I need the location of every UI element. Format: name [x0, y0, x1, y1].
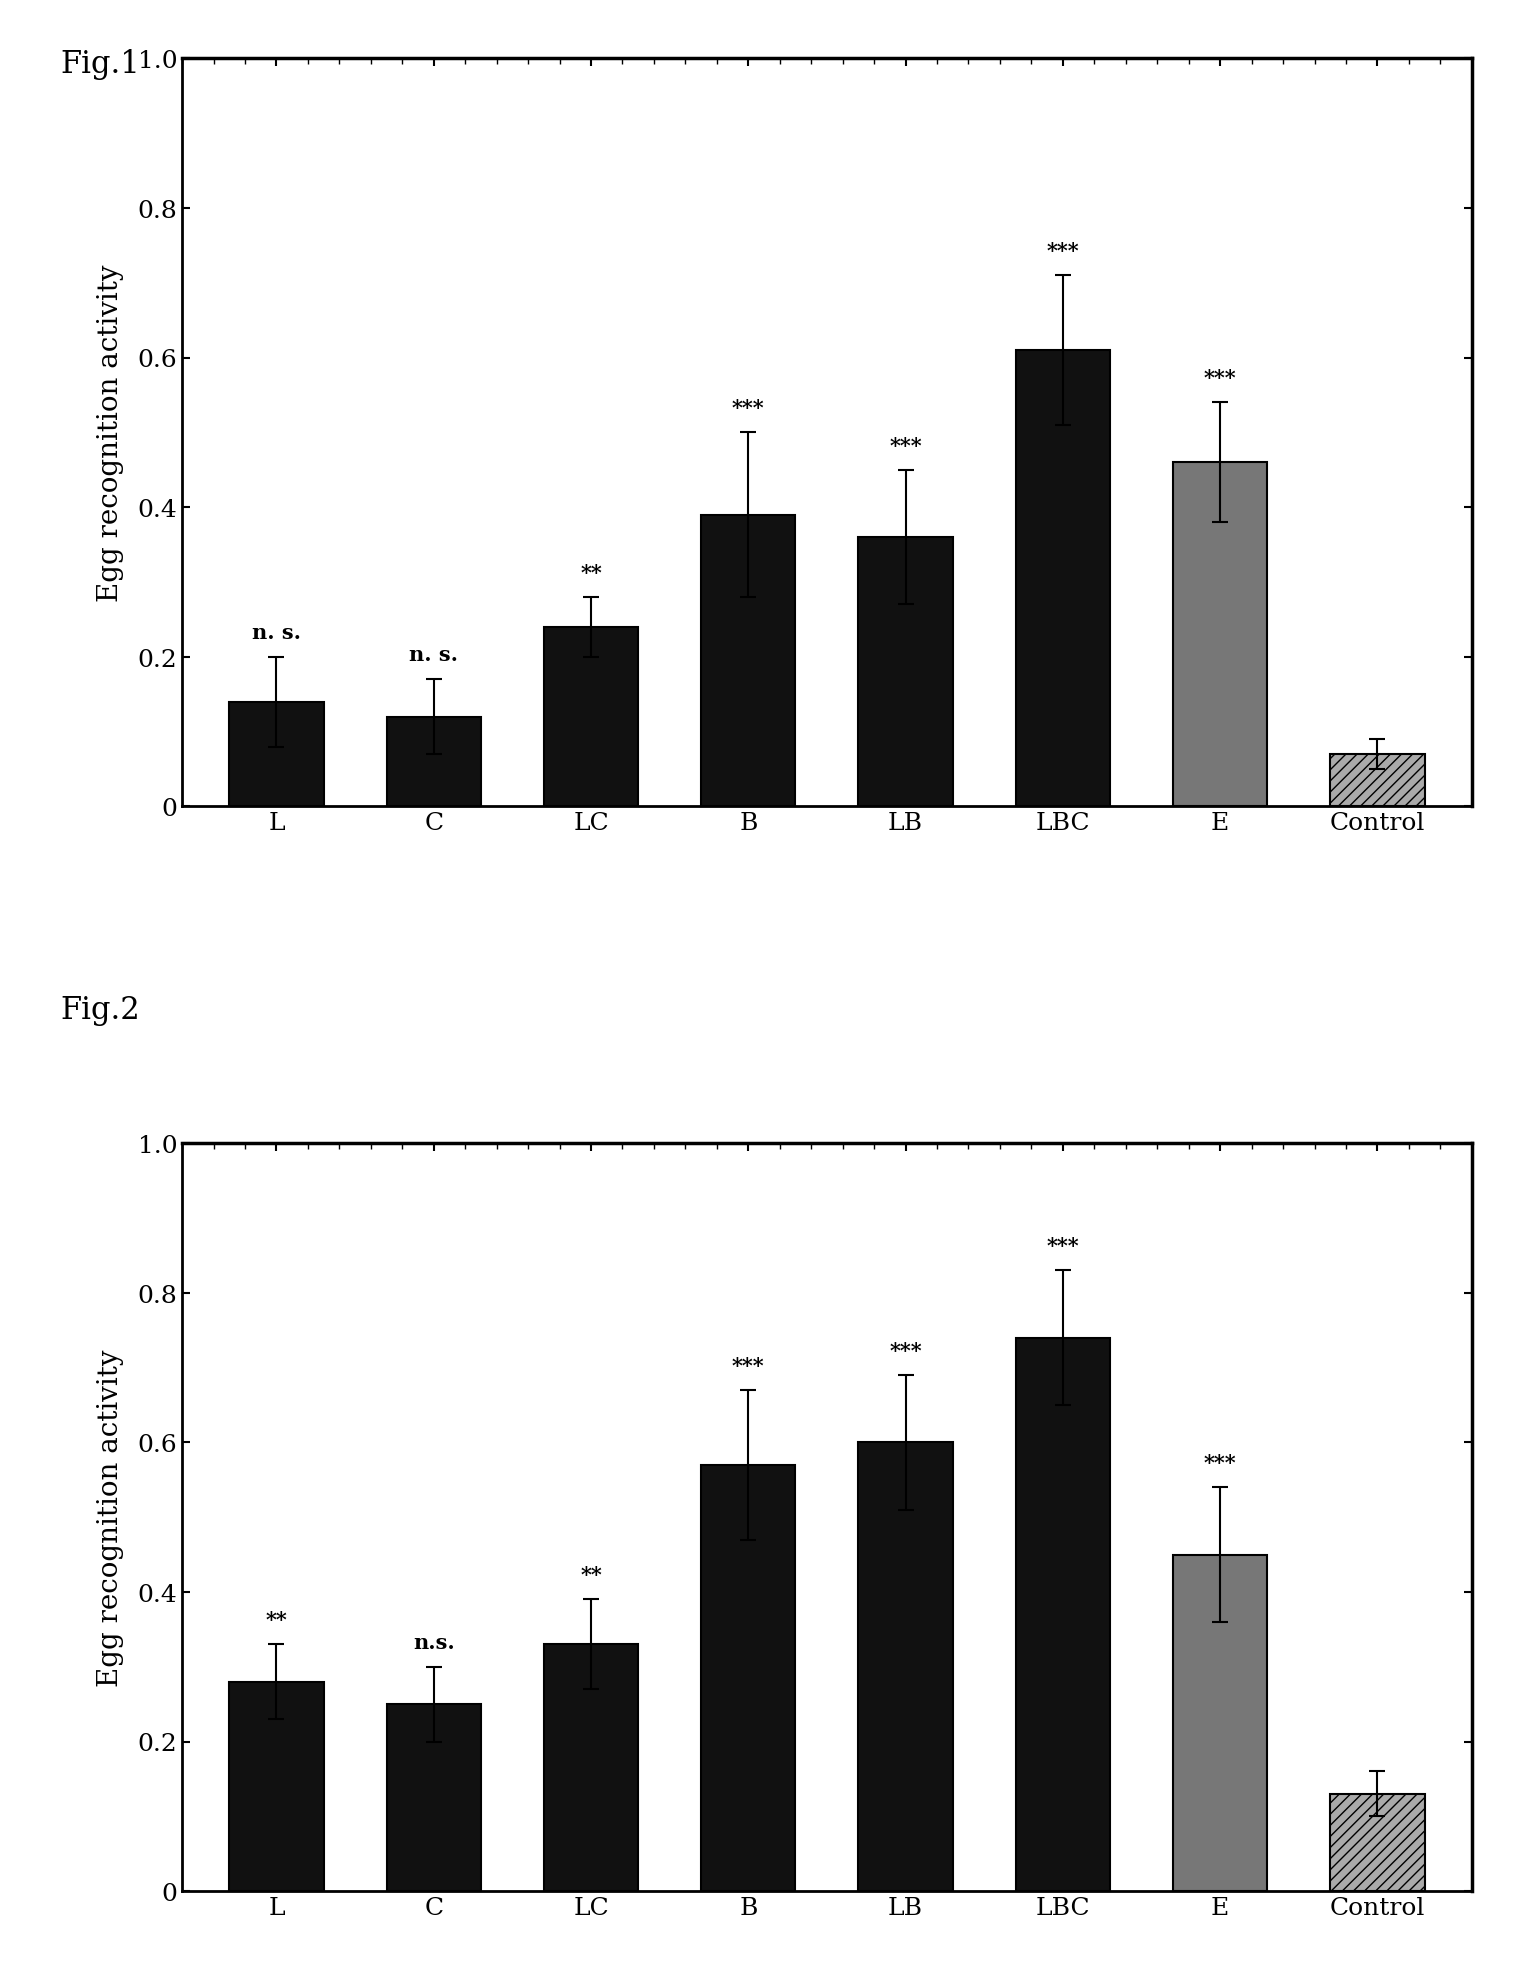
Text: Fig.2: Fig.2	[61, 995, 141, 1026]
Bar	[1173, 1554, 1267, 1891]
Bar	[859, 1442, 953, 1891]
Text: **: **	[579, 563, 602, 583]
Y-axis label: Egg recognition activity: Egg recognition activity	[97, 264, 123, 601]
Text: ***: ***	[1047, 1235, 1079, 1255]
Text: **: **	[579, 1564, 602, 1584]
Text: ***: ***	[731, 398, 765, 418]
Bar	[1015, 351, 1110, 808]
Bar	[1015, 1338, 1110, 1891]
Text: ***: ***	[889, 1340, 922, 1359]
Bar	[229, 701, 323, 808]
Y-axis label: Egg recognition activity: Egg recognition activity	[97, 1349, 123, 1686]
Bar	[543, 1645, 639, 1891]
Text: Fig.1: Fig.1	[61, 49, 141, 81]
Text: n.s.: n.s.	[413, 1631, 455, 1653]
Text: n. s.: n. s.	[410, 644, 458, 664]
Bar	[701, 1466, 795, 1891]
Text: ***: ***	[731, 1355, 765, 1375]
Bar	[1330, 1795, 1424, 1891]
Text: ***: ***	[1203, 1452, 1236, 1472]
Bar	[543, 626, 639, 808]
Text: n. s.: n. s.	[252, 623, 300, 642]
Text: ***: ***	[889, 435, 922, 455]
Bar	[387, 1704, 481, 1891]
Bar	[229, 1682, 323, 1891]
Bar	[701, 516, 795, 808]
Bar	[1330, 755, 1424, 808]
Text: **: **	[265, 1609, 287, 1629]
Bar	[387, 717, 481, 808]
Bar	[859, 538, 953, 808]
Text: ***: ***	[1047, 240, 1079, 260]
Text: ***: ***	[1203, 368, 1236, 388]
Bar	[1173, 463, 1267, 808]
